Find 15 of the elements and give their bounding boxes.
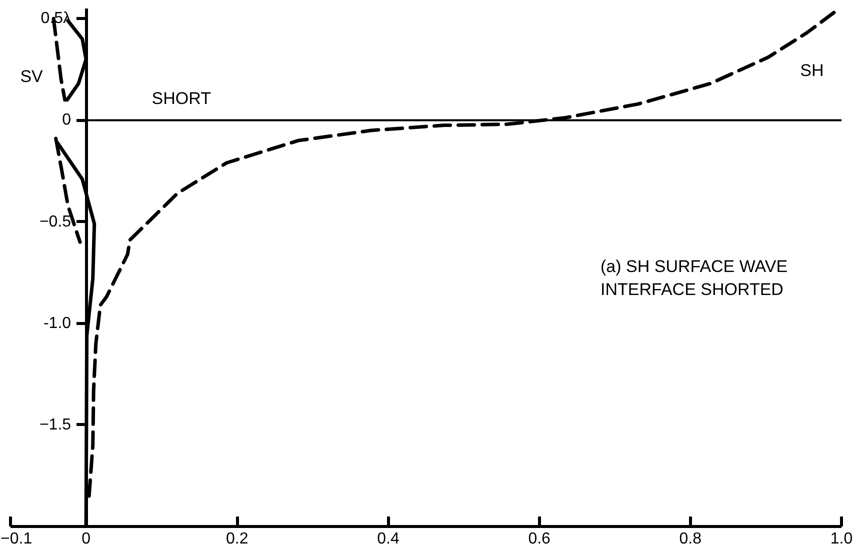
x-tick-label: −0.1 [0, 530, 32, 546]
y-tick-label: −1.5 [39, 416, 72, 434]
series-label: SH [800, 61, 824, 80]
y-tick-label: -1.0 [43, 314, 72, 332]
x-tick-label: 0.2 [226, 530, 248, 546]
ref-line-label: SHORT [152, 89, 211, 108]
annotation: (a) SH SURFACE WAVE INTERFACE SHORTED [600, 257, 788, 299]
x-tick-label: 0.6 [528, 530, 551, 546]
x-tick-label: 0.8 [679, 530, 702, 546]
y-tick-label: 0 [62, 112, 72, 129]
y-tick-label: −0.5 [39, 213, 72, 230]
x-tick-label: 0 [82, 530, 91, 546]
series-label: SV [20, 67, 44, 86]
x-tick-label: 0.4 [377, 530, 400, 546]
x-tick-label: 1.0 [830, 530, 853, 546]
